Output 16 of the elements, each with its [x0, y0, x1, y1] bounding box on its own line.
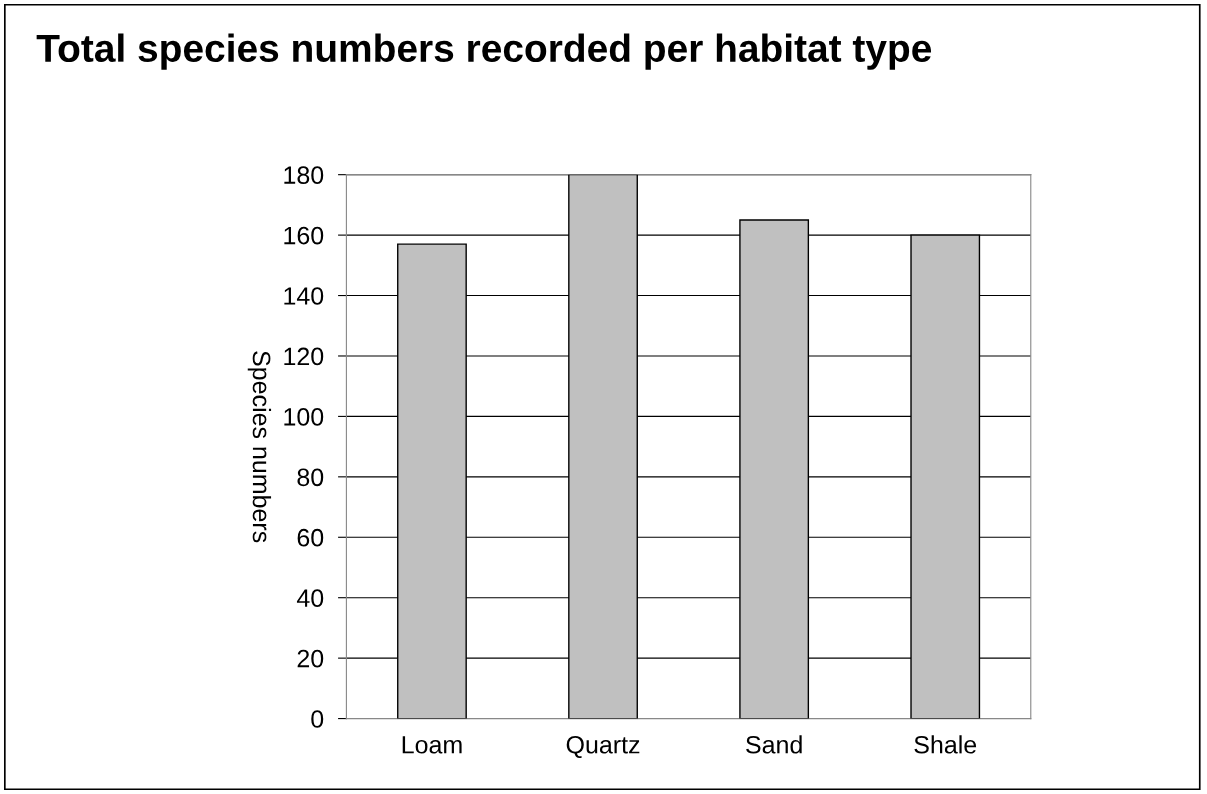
y-axis-title: Species numbers — [247, 351, 272, 543]
y-tick-label: 80 — [297, 468, 324, 487]
x-tick-label: Quartz — [566, 735, 640, 759]
x-tick-label: Loam — [402, 736, 462, 754]
y-tick-label: 120 — [284, 347, 324, 366]
y-tick-label: 40 — [296, 589, 324, 608]
y-tick-label: 140 — [284, 287, 324, 305]
chart-title: Total species numbers recorded per habitat type — [36, 33, 932, 70]
x-tick-label: Shale — [914, 735, 977, 754]
y-tick-label: 160 — [284, 226, 324, 245]
y-tick-label: 180 — [284, 166, 324, 184]
y-tick-label: 60 — [297, 528, 324, 547]
y-tick-label: 0 — [311, 710, 324, 728]
x-tick-label: Sand — [746, 735, 802, 754]
y-tick-label: 20 — [297, 649, 324, 668]
y-tick-label: 100 — [284, 408, 324, 426]
